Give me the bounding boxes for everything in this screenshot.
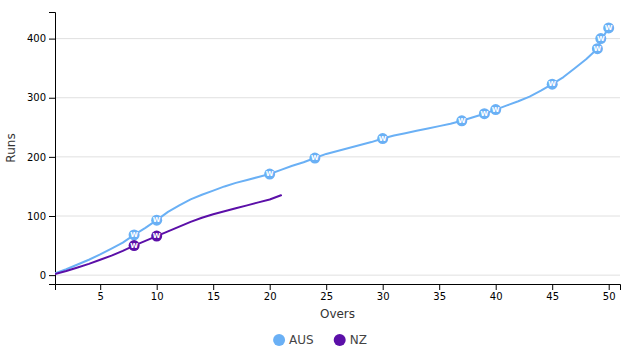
wicket-label: W <box>548 80 556 88</box>
x-tick-label: 15 <box>207 291 220 302</box>
x-axis-line <box>56 285 621 291</box>
x-axis-title: Overs <box>320 307 355 321</box>
grid-line <box>55 156 620 157</box>
wicket-marker <box>603 22 614 33</box>
x-tick: 10 <box>151 284 164 302</box>
plot-area: 5 10 15 20 25 30 35 40 45 50 0 100 200 300 400 Overs Run… <box>4 13 621 322</box>
y-tick: 400 <box>27 33 55 44</box>
x-tick: 25 <box>320 284 333 302</box>
x-tick: 40 <box>490 284 503 302</box>
legend-item: NZ <box>334 333 367 347</box>
x-tick-mark <box>383 284 384 290</box>
grid <box>55 39 620 276</box>
wicket-marker <box>129 229 140 240</box>
wicket-label: W <box>130 242 138 250</box>
wicket-label: W <box>311 154 319 162</box>
wicket-marker <box>479 108 490 119</box>
legend-symbol <box>334 334 346 346</box>
x-tick-mark <box>326 284 327 290</box>
series-line <box>55 195 281 274</box>
x-tick-label: 5 <box>98 291 104 302</box>
grid-line <box>55 97 620 98</box>
y-axis: 0 100 200 300 400 <box>27 13 56 285</box>
y-tick-label: 400 <box>27 33 46 44</box>
x-tick: 30 <box>377 284 390 302</box>
wicket-marker <box>377 133 388 144</box>
x-tick-label: 30 <box>377 291 390 302</box>
grid-line <box>55 275 620 276</box>
y-axis-line <box>49 13 56 285</box>
y-tick-mark <box>49 98 55 99</box>
x-tick-label: 10 <box>151 291 164 302</box>
x-tick-mark <box>100 284 101 290</box>
x-tick-mark <box>609 284 610 290</box>
x-tick-label: 50 <box>603 291 616 302</box>
wicket-marker <box>129 240 140 251</box>
wicket-marker <box>309 153 320 164</box>
x-tick: 45 <box>546 284 559 302</box>
y-axis-title: Runs <box>4 133 18 162</box>
x-tick-label: 35 <box>433 291 446 302</box>
y-tick: 0 <box>40 270 55 281</box>
x-tick-mark <box>552 284 553 290</box>
x-tick-mark <box>270 284 271 290</box>
x-tick-label: 45 <box>546 291 559 302</box>
y-tick: 200 <box>27 152 55 163</box>
wicket-label: W <box>492 106 500 114</box>
x-tick-mark <box>496 284 497 290</box>
legend: AUS NZ <box>273 333 367 347</box>
wicket-label: W <box>594 45 602 53</box>
wicket-marker <box>547 79 558 90</box>
y-tick-label: 300 <box>27 92 46 103</box>
legend-item: AUS <box>273 333 314 347</box>
wicket-label: W <box>605 24 613 32</box>
wicket-marker <box>490 104 501 115</box>
series-line <box>55 28 609 273</box>
wicket-label: W <box>153 216 161 224</box>
wicket-label: W <box>153 232 161 240</box>
wicket-label: W <box>266 170 274 178</box>
x-tick-label: 40 <box>490 291 503 302</box>
chart: 5 10 15 20 25 30 35 40 45 50 0 100 200 300 400 Overs Run… <box>0 0 640 356</box>
y-tick-label: 200 <box>27 152 46 163</box>
x-axis: 5 10 15 20 25 30 35 40 45 50 <box>56 284 621 302</box>
y-tick: 100 <box>27 211 55 222</box>
wicket-marker <box>595 33 606 44</box>
legend-symbol <box>273 334 285 346</box>
grid-line <box>55 216 620 217</box>
wicket-marker <box>264 169 275 180</box>
legend-label: AUS <box>289 333 314 347</box>
wicket-label: W <box>481 110 489 118</box>
y-tick-mark <box>49 39 55 40</box>
wicket-marker <box>151 231 162 242</box>
wicket-label: W <box>458 117 466 125</box>
wicket-labels: WWWWWWWWWWWWWW <box>130 24 613 250</box>
x-tick: 5 <box>98 284 104 302</box>
x-tick-mark <box>213 284 214 290</box>
y-tick-mark <box>49 275 55 276</box>
y-tick-mark <box>49 157 55 158</box>
x-tick: 50 <box>603 284 616 302</box>
x-tick: 35 <box>433 284 446 302</box>
wicket-label: W <box>379 135 387 143</box>
wicket-marker <box>456 115 467 126</box>
y-tick: 300 <box>27 92 55 103</box>
wicket-label: W <box>597 35 605 43</box>
x-tick: 20 <box>264 284 277 302</box>
wicket-marker <box>592 43 603 54</box>
x-tick-mark <box>439 284 440 290</box>
wicket-marker <box>151 215 162 226</box>
x-tick: 15 <box>207 284 220 302</box>
marks <box>55 22 614 273</box>
y-tick-label: 0 <box>40 270 46 281</box>
y-tick-label: 100 <box>27 211 46 222</box>
x-tick-label: 20 <box>264 291 277 302</box>
legend-label: NZ <box>350 333 367 347</box>
y-tick-mark <box>49 216 55 217</box>
grid-line <box>55 38 620 39</box>
x-tick-mark <box>157 284 158 290</box>
x-tick-label: 25 <box>320 291 333 302</box>
wicket-label: W <box>130 231 138 239</box>
